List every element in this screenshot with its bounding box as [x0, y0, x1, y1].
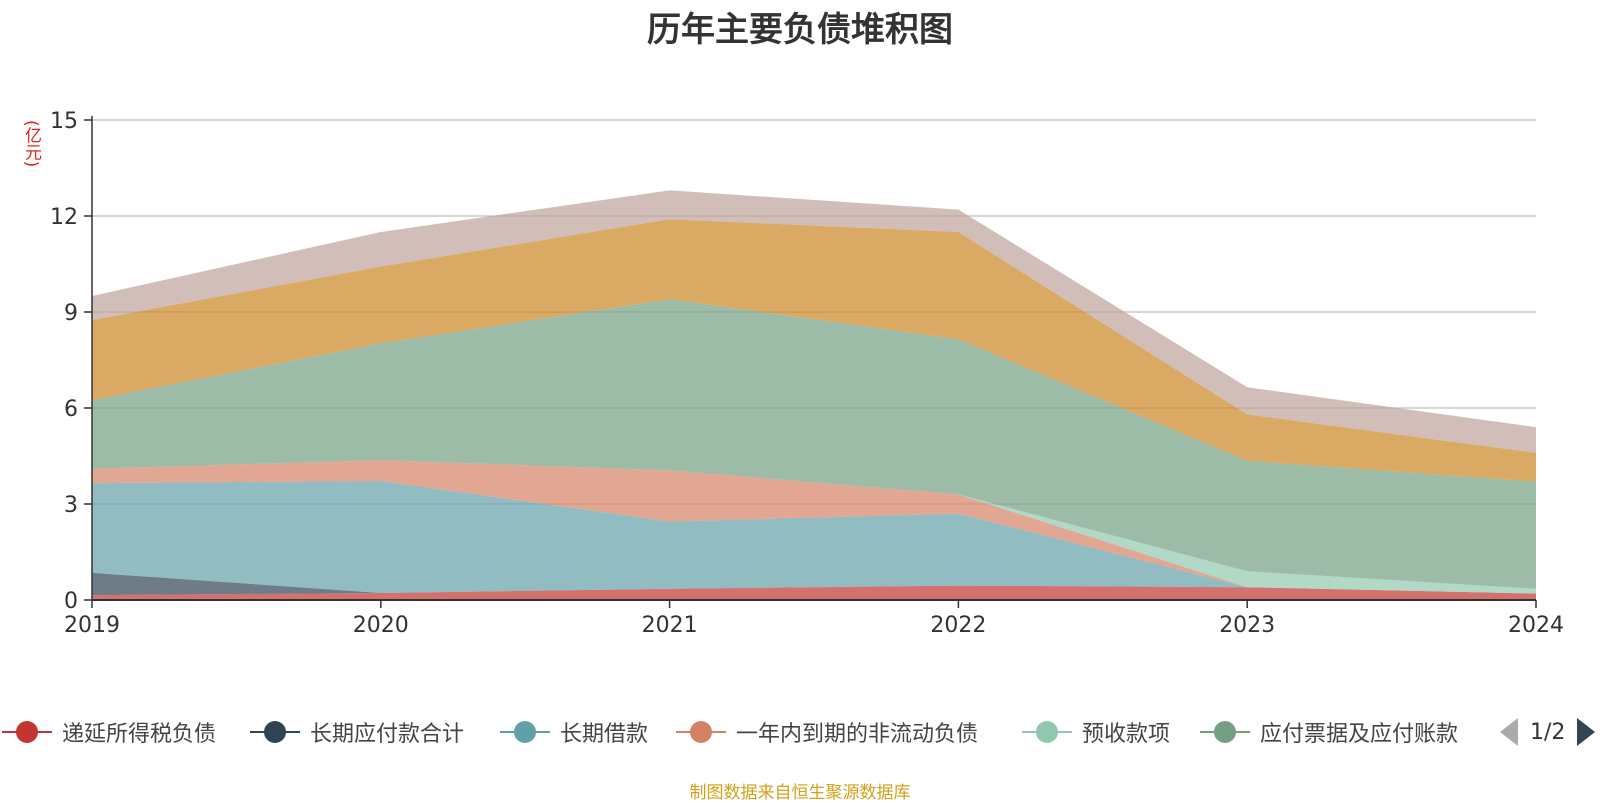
- legend-item[interactable]: 一年内到期的非流动负债: [676, 712, 978, 752]
- legend-marker-icon: [250, 712, 300, 752]
- legend-label: 应付票据及应付账款: [1260, 722, 1459, 747]
- area-series-0: [92, 585, 1536, 600]
- legend-marker-icon: [2, 712, 52, 752]
- area-series-2: [92, 480, 1536, 594]
- y-tick-label: 12: [50, 205, 78, 230]
- chart-title: 历年主要负债堆积图: [647, 10, 953, 50]
- legend-label: 递延所得税负债: [62, 722, 217, 747]
- x-tick-label: 2020: [353, 613, 409, 638]
- legend-marker-icon: [676, 712, 726, 752]
- next-page-icon[interactable]: [1577, 718, 1596, 746]
- legend-pager: 1/2: [1500, 712, 1596, 752]
- legend-marker-icon: [1022, 712, 1072, 752]
- x-tick-label: 2021: [642, 613, 698, 638]
- legend-item[interactable]: 递延所得税负债: [2, 712, 216, 752]
- y-tick-label: 3: [64, 493, 78, 518]
- area-series-7: [92, 190, 1536, 453]
- y-tick-label: 15: [50, 109, 78, 134]
- y-axis-unit: (亿元): [21, 120, 41, 168]
- x-tick-label: 2019: [64, 613, 120, 638]
- prev-page-icon[interactable]: [1500, 718, 1518, 746]
- x-tick-label: 2023: [1219, 613, 1275, 638]
- legend-item[interactable]: 长期借款: [500, 712, 648, 752]
- legend-label: 预收款项: [1082, 722, 1171, 747]
- area-series-1: [92, 572, 1536, 596]
- area-series-5: [92, 299, 1536, 589]
- x-tick-label: 2024: [1508, 613, 1564, 638]
- legend-label: 长期应付款合计: [310, 722, 465, 747]
- area-series-3: [92, 460, 1536, 594]
- y-tick-label: 6: [64, 397, 78, 422]
- area-series-4: [92, 460, 1536, 594]
- y-tick-label: 0: [64, 589, 78, 614]
- area-series-6: [92, 219, 1536, 482]
- legend: 递延所得税负债 长期应付款合计 长期借款 一年内到期的非流动负债 预收款项 应付票据及应付…: [0, 712, 1600, 752]
- data-source-note: 制图数据来自恒生聚源数据库: [689, 783, 911, 803]
- legend-label: 一年内到期的非流动负债: [736, 722, 979, 747]
- legend-item[interactable]: 应付票据及应付账款: [1200, 712, 1458, 752]
- legend-marker-icon: [1200, 712, 1250, 752]
- legend-page-indicator: 1/2: [1530, 719, 1566, 745]
- legend-item[interactable]: 预收款项: [1022, 712, 1170, 752]
- y-tick-label: 9: [64, 301, 78, 326]
- legend-marker-icon: [500, 712, 550, 752]
- x-tick-label: 2022: [930, 613, 986, 638]
- legend-item[interactable]: 长期应付款合计: [250, 712, 464, 752]
- legend-label: 长期借款: [560, 722, 649, 747]
